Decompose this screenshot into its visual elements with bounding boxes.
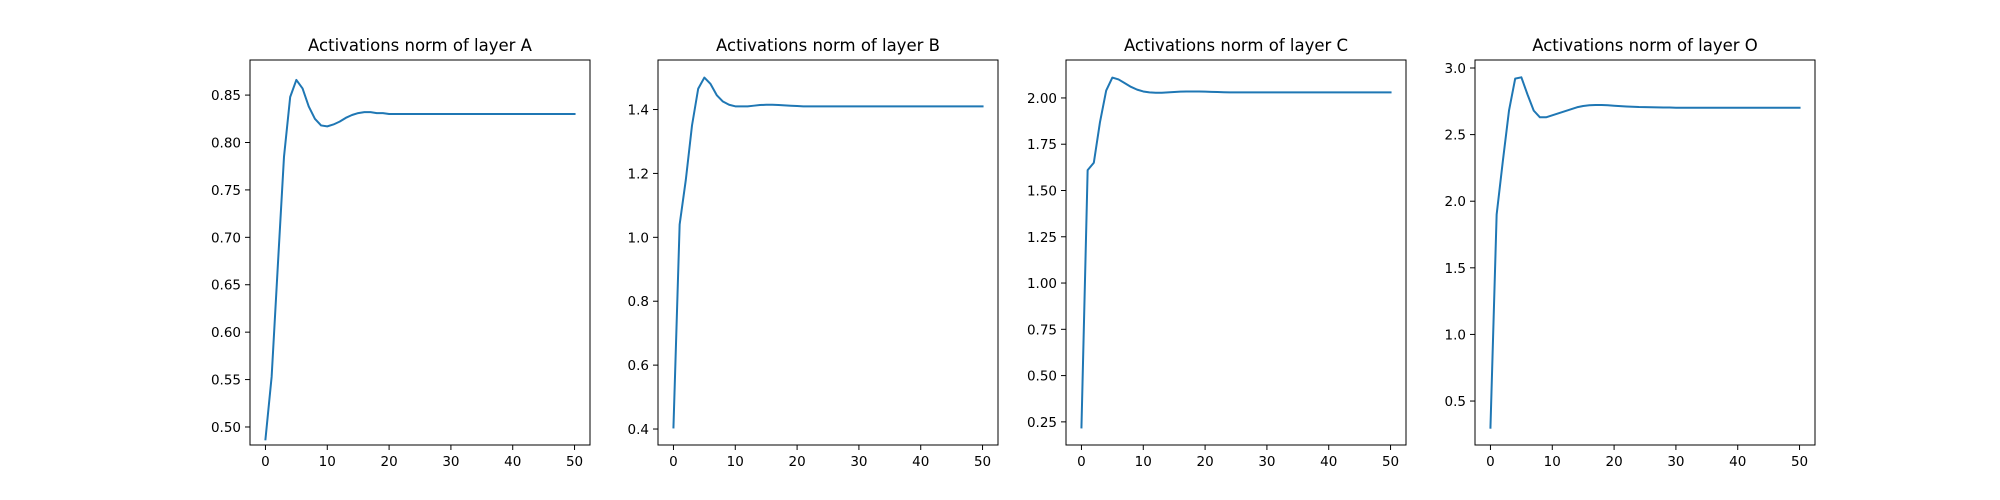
series-line-1 xyxy=(1489,76,1801,429)
y-tick-label: 0.6 xyxy=(628,358,649,374)
series-line-1 xyxy=(264,78,576,441)
x-tick-label: 0 xyxy=(261,454,270,470)
y-tick-label: 0.85 xyxy=(211,88,241,104)
y-tick-label: 3.0 xyxy=(1445,61,1466,77)
x-tick-label: 10 xyxy=(319,454,336,470)
x-tick-label: 30 xyxy=(850,454,867,470)
plot-frame xyxy=(249,59,591,446)
y-tick-label: 1.0 xyxy=(1445,327,1466,343)
x-tick-label: 50 xyxy=(1791,454,1808,470)
chart-panel-1: Activations norm of layer A 0 10 20 30 40 50 0.… xyxy=(211,36,591,470)
x-tick-label: 30 xyxy=(442,454,459,470)
x-tick-label: 30 xyxy=(1258,454,1275,470)
chart-title: Activations norm of layer A xyxy=(308,36,533,55)
y-tick-label: 1.2 xyxy=(628,166,649,182)
y-tick-label: 1.50 xyxy=(1027,183,1057,199)
y-tick-label: 0.8 xyxy=(628,294,649,310)
x-tick-label: 0 xyxy=(1077,454,1086,470)
y-tick-label: 1.75 xyxy=(1027,137,1057,153)
y-tick-label: 1.5 xyxy=(1445,261,1466,277)
y-tick-label: 2.5 xyxy=(1445,128,1466,144)
x-tick-label: 40 xyxy=(504,454,521,470)
x-tick-label: 0 xyxy=(1486,454,1495,470)
chart-title: Activations norm of layer O xyxy=(1532,36,1758,55)
y-tick-label: 1.00 xyxy=(1027,276,1057,292)
y-tick-label: 0.70 xyxy=(211,230,241,246)
y-tick-label: 1.4 xyxy=(628,103,649,119)
chart-title: Activations norm of layer B xyxy=(716,36,940,55)
y-tick-label: 0.55 xyxy=(211,373,241,389)
y-tick-label: 1.25 xyxy=(1027,230,1057,246)
y-tick-label: 0.25 xyxy=(1027,415,1057,431)
x-tick-label: 50 xyxy=(1382,454,1399,470)
x-tick-label: 40 xyxy=(1729,454,1746,470)
x-tick-label: 40 xyxy=(912,454,929,470)
y-tick-label: 0.75 xyxy=(211,183,241,199)
x-tick-label: 50 xyxy=(974,454,991,470)
y-tick-label: 0.60 xyxy=(211,325,241,341)
y-tick-label: 0.50 xyxy=(211,420,241,436)
y-tick-label: 0.5 xyxy=(1445,394,1466,410)
plot-frame xyxy=(1065,59,1407,446)
y-tick-label: 0.4 xyxy=(628,422,649,438)
y-tick-label: 2.0 xyxy=(1445,194,1466,210)
x-tick-label: 10 xyxy=(1135,454,1152,470)
y-tick-label: 0.80 xyxy=(211,136,241,152)
chart-panel-3: Activations norm of layer C 0 10 20 30 40 50 0.… xyxy=(1027,36,1407,470)
chart-panel-4: Activations norm of layer O 0 10 20 30 40 50 0.… xyxy=(1445,36,1816,470)
y-tick-label: 0.65 xyxy=(211,278,241,294)
y-tick-label: 2.00 xyxy=(1027,91,1057,107)
y-tick-label: 1.0 xyxy=(628,230,649,246)
y-tick-label: 0.75 xyxy=(1027,322,1057,338)
series-line-1 xyxy=(672,76,984,429)
plot-frame xyxy=(1474,59,1816,446)
chart-panel-2: Activations norm of layer B 0 10 20 30 40 50 0.… xyxy=(628,36,999,470)
x-tick-label: 0 xyxy=(669,454,678,470)
x-tick-label: 10 xyxy=(1544,454,1561,470)
x-tick-label: 20 xyxy=(1196,454,1213,470)
chart-title: Activations norm of layer C xyxy=(1124,36,1348,55)
x-tick-label: 20 xyxy=(1605,454,1622,470)
plot-frame xyxy=(657,59,999,446)
x-tick-label: 10 xyxy=(727,454,744,470)
x-tick-label: 30 xyxy=(1667,454,1684,470)
x-tick-label: 40 xyxy=(1320,454,1337,470)
x-tick-label: 20 xyxy=(380,454,397,470)
x-tick-label: 20 xyxy=(788,454,805,470)
x-tick-label: 50 xyxy=(566,454,583,470)
series-line-1 xyxy=(1080,76,1392,429)
y-tick-label: 0.50 xyxy=(1027,369,1057,385)
